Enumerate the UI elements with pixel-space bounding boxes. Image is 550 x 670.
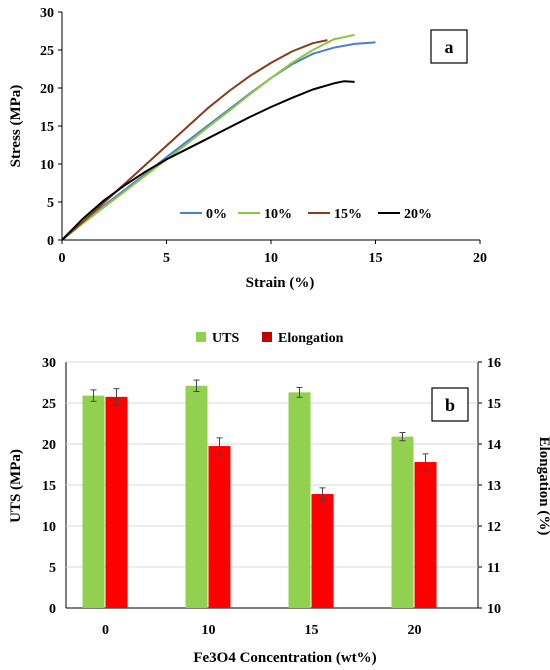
panel-a-x-tick-label: 5 [163,251,170,266]
panel-b-x-ticks: 0 10 15 20 [102,623,422,638]
panel-a-label-box [430,29,468,64]
panel-b-right-tick-label: 10 [487,602,501,617]
panel-b-left-tick-label: 30 [42,356,56,371]
panel-a-series [61,33,376,241]
panel-a-x-ticks: 0 5 10 15 20 [59,240,487,266]
panel-b-bar-elongation [414,462,437,608]
panel-a-legend-label: 10% [264,207,292,222]
panel-b-bar-elongation [105,396,128,608]
panel-a-y-tick-label: 0 [47,234,54,249]
panel-a-series-line-20pct [61,80,355,241]
panel-a-y-axis-title: Stress (MPa) [8,85,24,168]
panel-b-x-tick-label: 10 [202,623,216,638]
panel-a-x-tick-label: 15 [369,251,383,266]
panel-b-right-tick-label: 15 [487,397,501,412]
panel-a-x-axis-title: Strain (%) [246,275,315,291]
panel-b-bar-elongation [311,494,334,608]
panel-b-right-tick-label: 11 [487,561,500,576]
panel-a-label: a [445,37,454,57]
panel-b-right-tick-label: 14 [487,438,501,453]
panel-a-y-tick-label: 20 [40,82,54,97]
panel-a-y-tick-label: 5 [47,196,54,211]
panel-a-legend: 0% 10% 15% 20% [180,207,432,222]
panel-b-bar-elongation [208,446,231,608]
panel-b-legend-label: UTS [212,331,239,346]
panel-a-legend-label: 20% [404,207,432,222]
panel-b-bar-uts [288,392,311,608]
panel-b-y-axis-title: UTS (MPa) [8,449,24,523]
panel-b-legend: UTS Elongation [196,331,344,346]
panel-b-bars [82,379,437,608]
panel-a-x-tick-label: 0 [59,251,66,266]
panel-a-y-tick-label: 25 [40,44,54,59]
panel-a-y-tick-label: 10 [40,158,54,173]
panel-b-left-tick-label: 20 [42,438,56,453]
panel-b-x-tick-label: 15 [305,623,319,638]
panel-a-x-tick-label: 10 [264,251,278,266]
panel-b-left-tick-label: 5 [49,561,56,576]
panel-a-y-ticks: 0 5 10 15 20 25 30 [40,6,62,249]
panel-a-series-line-15pct [61,39,328,241]
panel-a-y-tick-label: 15 [40,120,54,135]
panel-a-legend-label: 0% [206,207,227,222]
panel-b-x-tick-label: 0 [102,623,109,638]
panel-a: 0 5 10 15 20 0 5 10 15 20 25 30 Strain (%) Stress … [8,6,487,291]
panel-b-right-tick-label: 12 [487,520,501,535]
panel-a-legend-label: 15% [334,207,362,222]
panel-b-legend-swatch [262,332,272,342]
panel-b-left-ticks: 0 5 10 15 20 25 30 [42,356,56,617]
panel-b-right-tick-label: 16 [487,356,501,371]
panel-b-right-ticks: 10 11 12 13 14 15 16 [478,356,501,617]
panel-b-label: b [445,395,455,415]
panel-b-legend-label: Elongation [278,331,344,346]
panel-b-x-tick-label: 20 [408,623,422,638]
panel-a-series-line-0pct [61,41,376,241]
panel-b-bar-uts [185,385,208,608]
panel-a-series-line-10pct [61,33,355,241]
panel-b-legend-swatch [196,332,206,342]
panel-b-x-axis-title: Fe3O4 Concentration (wt%) [193,650,376,666]
panel-a-x-tick-label: 20 [473,251,487,266]
panel-b-left-tick-label: 25 [42,397,56,412]
panel-b-y2-axis-title: Elongation (%) [536,437,550,536]
panel-b-left-tick-label: 0 [49,602,56,617]
panel-b-bar-uts [391,436,414,608]
panel-b-left-tick-label: 10 [42,520,56,535]
panel-b-label-box [431,387,469,422]
panel-b-bar-uts [82,395,105,608]
panel-b-right-tick-label: 13 [487,479,501,494]
panel-a-y-tick-label: 30 [40,6,54,21]
panel-b-left-tick-label: 15 [42,479,56,494]
